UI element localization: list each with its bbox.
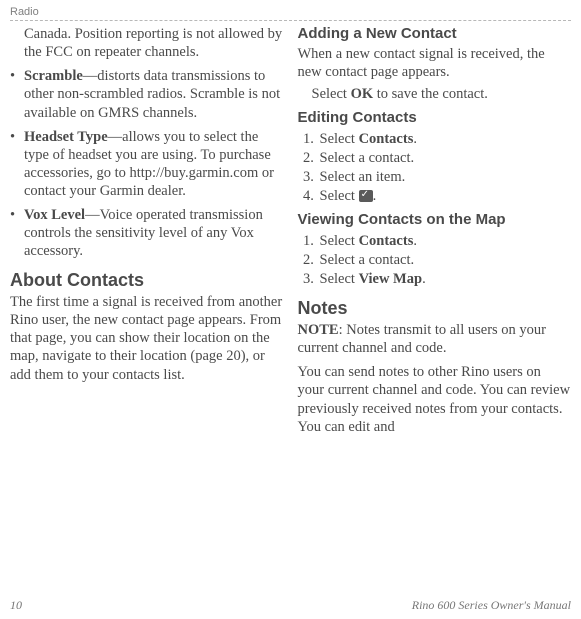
adding-contact-heading: Adding a New Contact (298, 25, 572, 44)
adding-contact-paragraph: When a new contact signal is received, t… (298, 45, 572, 81)
page-footer: 10 Rino 600 Series Owner's Manual (10, 598, 571, 613)
editing-contacts-heading: Editing Contacts (298, 109, 572, 128)
manual-title: Rino 600 Series Owner's Manual (412, 598, 571, 613)
viewing-steps-list: Select Contacts. Select a contact. Selec… (298, 232, 572, 288)
step-pre: Select (320, 131, 359, 147)
running-header: Radio (10, 6, 571, 21)
about-contacts-heading: About Contacts (10, 269, 284, 292)
step-post: to save the contact. (373, 86, 488, 102)
notes-body-paragraph: You can send notes to other Rino users o… (298, 363, 572, 436)
step-pre: Select (320, 271, 359, 287)
bullet-vox-level: Vox Level—Voice operated transmission co… (10, 206, 284, 260)
step-pre: Select (312, 86, 351, 102)
step-bold: OK (351, 86, 374, 102)
left-column: Canada. Position reporting is not allowe… (10, 25, 284, 442)
bullet-lead: Headset Type (24, 129, 108, 145)
step-pre: Select (320, 188, 359, 204)
viewing-contacts-heading: Viewing Contacts on the Map (298, 211, 572, 230)
about-contacts-paragraph: The first time a signal is received from… (10, 293, 284, 384)
step-post: . (413, 233, 417, 249)
feature-bullet-list: Scramble—distorts data transmissions to … (10, 67, 284, 260)
bullet-scramble: Scramble—distorts data transmissions to … (10, 67, 284, 121)
page-number: 10 (10, 598, 22, 613)
viewing-step-1: Select Contacts. (318, 232, 572, 250)
editing-steps-list: Select Contacts. Select a contact. Selec… (298, 130, 572, 206)
editing-step-1: Select Contacts. (318, 130, 572, 148)
bullet-headset-type: Headset Type—allows you to select the ty… (10, 128, 284, 201)
step-pre: Select (320, 233, 359, 249)
header-section-label: Radio (10, 6, 39, 18)
adding-contact-step: Select OK to save the contact. (312, 85, 572, 103)
step-post: . (422, 271, 426, 287)
step-bold: Contacts (359, 233, 414, 249)
bullet-lead: Vox Level (24, 207, 85, 223)
notes-heading: Notes (298, 297, 572, 320)
step-post: . (413, 131, 417, 147)
step-bold: Contacts (359, 131, 414, 147)
step-post: . (373, 188, 377, 204)
editing-step-3: Select an item. (318, 168, 572, 186)
editing-step-4: Select . (318, 187, 572, 205)
viewing-step-3: Select View Map. (318, 270, 572, 288)
two-column-body: Canada. Position reporting is not allowe… (10, 25, 571, 442)
bullet-lead: Scramble (24, 68, 83, 84)
continuation-paragraph: Canada. Position reporting is not allowe… (24, 25, 284, 61)
notes-note-paragraph: NOTE: Notes transmit to all users on you… (298, 321, 572, 357)
viewing-step-2: Select a contact. (318, 251, 572, 269)
right-column: Adding a New Contact When a new contact … (298, 25, 572, 442)
editing-step-2: Select a contact. (318, 149, 572, 167)
note-lead: NOTE (298, 322, 339, 338)
check-icon (359, 190, 373, 202)
step-bold: View Map (359, 271, 423, 287)
